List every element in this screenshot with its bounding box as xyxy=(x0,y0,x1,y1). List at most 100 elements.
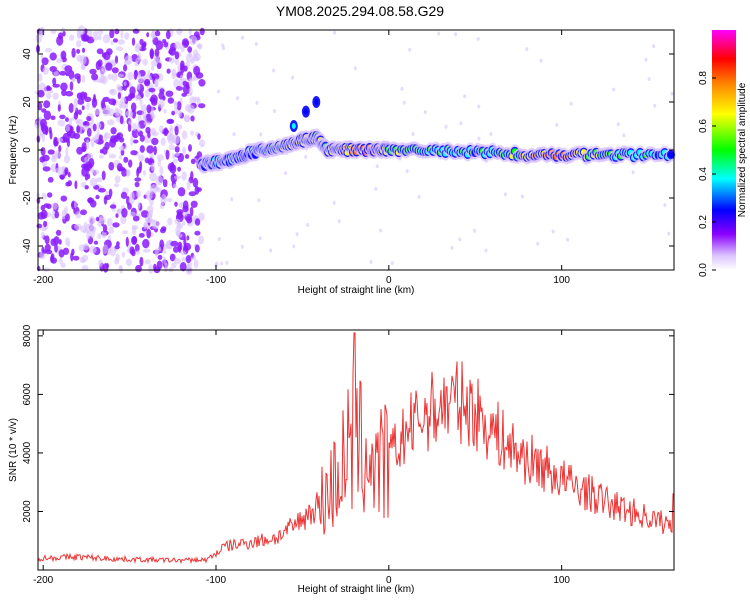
snr-y-label: SNR (10 * v/v) xyxy=(8,418,19,482)
noise-blob xyxy=(157,246,162,252)
noise-speckle xyxy=(569,101,573,106)
noise-blob xyxy=(125,110,134,117)
x-tick-label: 100 xyxy=(553,275,570,286)
noise-blob xyxy=(82,243,90,251)
noise-blob xyxy=(174,41,182,50)
noise-blob xyxy=(146,32,150,38)
noise-blob xyxy=(39,27,46,37)
y-tick-label: 6000 xyxy=(22,383,33,406)
noise-blob xyxy=(42,166,51,172)
noise-speckle xyxy=(667,231,671,236)
noise-speckle xyxy=(232,132,236,137)
noise-blob xyxy=(157,254,163,260)
noise-speckle xyxy=(417,194,421,199)
noise-blob xyxy=(129,211,136,217)
noise-blob xyxy=(50,255,54,263)
noise-blob xyxy=(127,122,132,132)
noise-blob xyxy=(174,152,180,157)
noise-blob xyxy=(37,102,43,111)
noise-blob xyxy=(158,125,164,134)
noise-blob xyxy=(186,216,193,224)
noise-blob xyxy=(189,35,198,46)
noise-blob xyxy=(124,32,130,40)
noise-blob xyxy=(88,215,95,225)
noise-blob xyxy=(132,122,137,131)
colorbar-tick-label: 0.4 xyxy=(698,167,709,181)
noise-blob xyxy=(178,244,182,253)
noise-blob xyxy=(109,29,115,39)
y-tick-label: 20 xyxy=(22,96,33,108)
noise-blob xyxy=(108,98,117,105)
noise-blob xyxy=(105,190,109,196)
noise-blob xyxy=(163,256,167,265)
noise-blob xyxy=(190,158,196,165)
noise-blob xyxy=(95,194,100,200)
x-tick-label: 0 xyxy=(386,275,392,286)
noise-blob xyxy=(134,244,140,252)
noise-blob xyxy=(97,59,103,67)
noise-blob xyxy=(181,171,187,181)
noise-blob xyxy=(40,204,46,211)
noise-speckle xyxy=(217,89,221,94)
noise-blob xyxy=(186,235,190,241)
noise-blob xyxy=(149,184,158,194)
noise-blob xyxy=(81,124,89,131)
noise-blob xyxy=(94,108,101,116)
noise-blob xyxy=(154,248,159,258)
noise-blob xyxy=(176,101,182,111)
noise-blob xyxy=(93,240,99,245)
noise-blob xyxy=(109,138,117,148)
noise-blob xyxy=(194,230,201,236)
snr-x-ticks: -200 -100 0 100 xyxy=(33,330,570,586)
noise-blob xyxy=(167,217,173,226)
noise-blob xyxy=(98,34,102,41)
noise-speckle xyxy=(222,46,226,51)
noise-blob xyxy=(185,255,192,264)
noise-blob xyxy=(101,52,106,58)
noise-blob xyxy=(192,56,200,62)
noise-blob xyxy=(97,233,102,240)
noise-blob xyxy=(62,31,66,37)
noise-blob xyxy=(85,139,90,150)
noise-blob xyxy=(177,166,182,172)
noise-blob xyxy=(65,124,71,132)
noise-blob xyxy=(180,63,185,74)
noise-blob xyxy=(120,97,126,104)
noise-blob xyxy=(136,250,141,255)
noise-blob xyxy=(123,81,127,87)
noise-blob xyxy=(68,103,74,113)
noise-blob xyxy=(137,201,141,210)
noise-blob xyxy=(117,73,124,78)
y-tick-label: 2000 xyxy=(22,500,33,523)
noise-blob xyxy=(88,158,95,168)
noise-blob xyxy=(81,265,89,271)
noise-blob xyxy=(111,67,119,74)
noise-blob xyxy=(89,177,98,187)
noise-blob xyxy=(115,213,119,218)
noise-blob xyxy=(165,90,174,97)
noise-blob xyxy=(60,82,68,91)
noise-blob xyxy=(75,40,82,48)
noise-blob xyxy=(106,217,113,227)
noise-blob xyxy=(144,259,151,265)
noise-blob xyxy=(64,167,69,176)
noise-blob xyxy=(88,222,94,231)
noise-blob xyxy=(159,165,164,176)
colorbar-tick-label: 0.6 xyxy=(698,119,709,133)
noise-blob xyxy=(91,73,99,81)
noise-blob xyxy=(184,154,190,159)
noise-blob xyxy=(183,40,189,46)
noise-blob xyxy=(183,211,188,217)
noise-blob xyxy=(190,130,195,136)
noise-blob xyxy=(156,154,165,161)
noise-blob xyxy=(81,105,85,111)
noise-speckle xyxy=(616,122,620,127)
noise-blob xyxy=(199,27,205,36)
noise-blob xyxy=(128,159,133,168)
noise-blob xyxy=(174,101,178,109)
noise-blob xyxy=(59,114,66,120)
noise-blob xyxy=(197,133,201,140)
noise-blob xyxy=(149,48,155,59)
noise-speckle xyxy=(503,192,507,197)
noise-blob xyxy=(134,181,140,188)
